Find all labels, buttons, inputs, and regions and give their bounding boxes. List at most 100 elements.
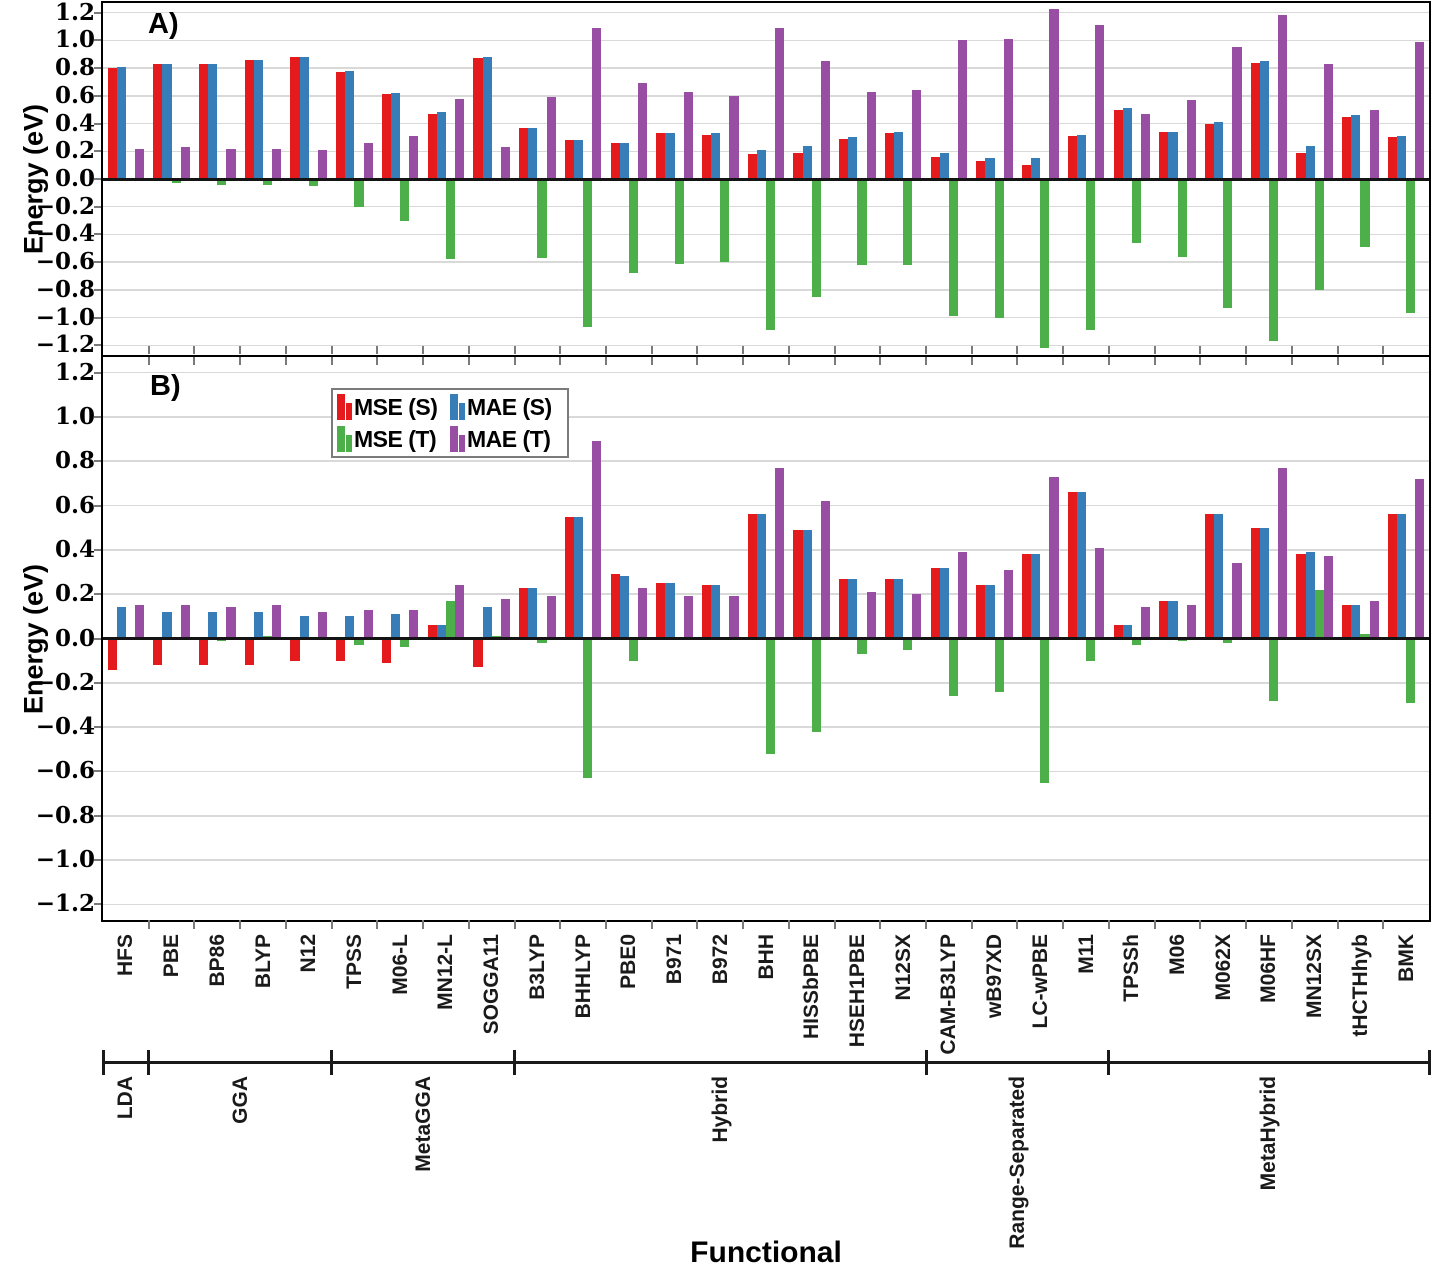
bar [1159,131,1169,179]
x-tick-label: M062X [1211,934,1235,1001]
x-axis-title: Functional [690,1236,842,1269]
legend: MSE (S) MAE (S) MSE (T) MAE (T) [331,388,569,458]
bar [573,140,584,179]
bar [1323,556,1333,639]
x-tick-mark [742,920,745,929]
legend-item-mse-t: MSE (T) [337,424,450,454]
bar [208,611,218,639]
legend-label: MSE (S) [354,393,438,420]
x-tick-mark [147,920,150,929]
bar [894,131,904,179]
bar [948,638,959,697]
x-tick-mark [467,357,470,365]
y-tick-mark [94,205,101,208]
bar [400,638,410,648]
bar [482,607,492,639]
x-tick-label: HSEH1PBE [845,934,869,1048]
bar [619,576,629,639]
zero-line [103,637,1429,640]
bar [1186,605,1196,639]
bar [171,179,181,184]
x-tick-mark [1290,357,1293,365]
panel-b [101,355,1431,922]
x-tick-mark [1016,357,1019,365]
y-tick-label: 0.2 [54,137,95,165]
bar [546,596,556,639]
x-tick-label: LC-wPBE [1028,934,1052,1029]
x-tick-mark [1062,346,1065,354]
bar [455,98,465,179]
y-tick-mark [94,371,101,374]
legend-label: MAE (S) [467,393,552,420]
bar [519,127,529,179]
x-tick-mark [147,357,150,365]
x-tick-label: BHH [754,934,778,980]
x-tick-mark [284,920,287,929]
panel-b-plot-area [103,357,1429,920]
bar [1168,600,1178,639]
bar [217,179,227,185]
bar [683,91,693,179]
legend-label: MSE (T) [354,425,437,452]
x-tick-mark [559,920,562,929]
bar [1113,109,1123,179]
bar [564,516,574,639]
x-tick-label: N12 [297,934,321,973]
x-tick-label: B3LYP [525,934,549,1000]
bar [1067,492,1077,639]
bar [473,58,483,179]
bar [802,145,812,179]
bar [1122,108,1132,179]
x-tick-mark [1107,920,1110,929]
bar [345,70,355,179]
x-tick-mark [376,920,379,929]
bar [1278,467,1288,639]
x-tick-mark [1153,920,1156,929]
bar [848,137,858,179]
bar [985,585,995,639]
legend-label: MAE (T) [467,425,551,452]
y-tick-label: −1.0 [35,846,95,874]
x-tick-label: tHCTHhyb [1348,934,1372,1037]
bar [116,66,126,179]
x-tick-mark [1153,346,1156,354]
bar [637,587,648,639]
bar [116,607,126,639]
bar [1232,47,1242,179]
bar [1214,122,1224,179]
bar [939,567,949,639]
x-tick-mark [513,346,516,354]
bar [381,94,392,179]
bar [985,158,995,179]
bar [263,179,273,185]
bar [162,611,172,639]
x-tick-mark [970,357,973,365]
bar [272,148,282,179]
x-tick-label: PBE0 [617,934,641,989]
x-tick-mark [1107,357,1110,365]
x-tick-mark [1382,346,1385,354]
bar [1406,638,1416,703]
bar [482,57,492,179]
x-tick-mark [193,346,196,354]
x-tick-mark [1245,346,1248,354]
group-axis-tick [1427,1050,1431,1075]
bar [948,179,959,317]
x-tick-mark [1382,357,1385,365]
group-label: GGA [228,1076,252,1124]
bar [1076,134,1087,179]
bar [537,638,547,643]
gridline [103,416,1429,418]
x-tick-mark [1199,920,1202,929]
bar [1003,569,1013,639]
zero-line [103,177,1429,181]
group-axis-tick [1107,1050,1111,1075]
y-tick-mark [94,94,101,97]
bar [665,133,675,179]
panel-b-label: B) [150,370,181,402]
bar [391,93,401,179]
y-tick-mark [94,637,101,640]
x-tick-mark [604,357,607,365]
bar [994,179,1004,318]
gridline [103,39,1429,42]
